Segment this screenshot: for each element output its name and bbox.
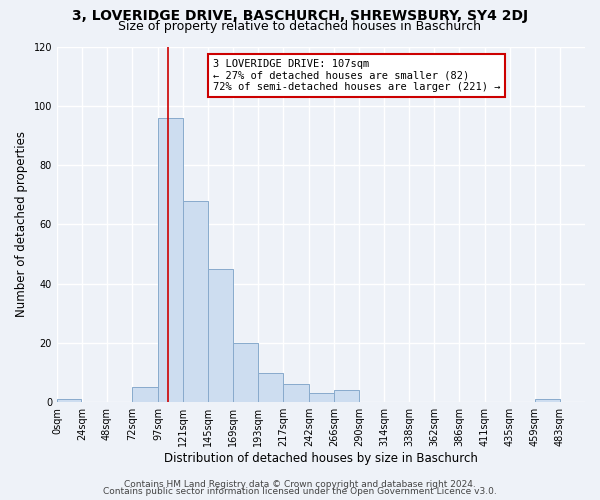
X-axis label: Distribution of detached houses by size in Baschurch: Distribution of detached houses by size … bbox=[164, 452, 478, 465]
Bar bbox=[208, 269, 233, 402]
Bar bbox=[334, 390, 359, 402]
Bar bbox=[310, 394, 334, 402]
Bar bbox=[283, 384, 308, 402]
Bar bbox=[58, 399, 82, 402]
Text: Contains public sector information licensed under the Open Government Licence v3: Contains public sector information licen… bbox=[103, 487, 497, 496]
Bar bbox=[535, 399, 560, 402]
Bar bbox=[233, 343, 257, 402]
Text: Contains HM Land Registry data © Crown copyright and database right 2024.: Contains HM Land Registry data © Crown c… bbox=[124, 480, 476, 489]
Bar bbox=[184, 200, 208, 402]
Bar bbox=[259, 372, 283, 402]
Y-axis label: Number of detached properties: Number of detached properties bbox=[15, 132, 28, 318]
Text: 3, LOVERIDGE DRIVE, BASCHURCH, SHREWSBURY, SY4 2DJ: 3, LOVERIDGE DRIVE, BASCHURCH, SHREWSBUR… bbox=[72, 9, 528, 23]
Bar bbox=[133, 388, 158, 402]
Text: 3 LOVERIDGE DRIVE: 107sqm
← 27% of detached houses are smaller (82)
72% of semi-: 3 LOVERIDGE DRIVE: 107sqm ← 27% of detac… bbox=[213, 59, 500, 92]
Text: Size of property relative to detached houses in Baschurch: Size of property relative to detached ho… bbox=[119, 20, 482, 33]
Bar bbox=[158, 118, 182, 402]
